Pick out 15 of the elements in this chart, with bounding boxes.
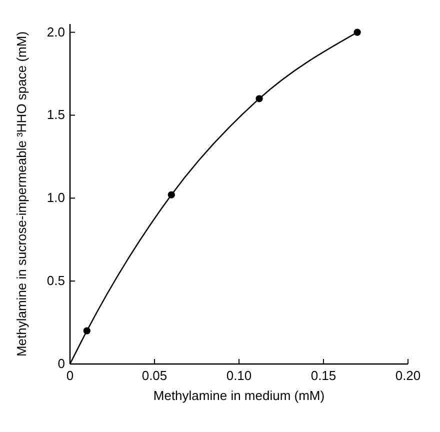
y-tick-label: 0.5 (46, 273, 65, 288)
point (168, 191, 175, 198)
point (256, 95, 263, 102)
x-tick-label: 0.05 (142, 368, 168, 383)
y-axis-title: Methylamine in sucrose-impermeable ³HHO space (mM) (14, 31, 29, 357)
x-tick-label: 0.10 (226, 368, 252, 383)
point (354, 28, 361, 36)
y-tick-label: 1.5 (46, 107, 65, 122)
x-axis-title: Methylamine in medium (mM) (153, 388, 325, 403)
x-tick-label: 0.15 (310, 368, 336, 383)
y-tick-label: 1.0 (46, 190, 65, 206)
x-tick-label: 0.20 (395, 368, 421, 383)
point (83, 327, 90, 334)
y-tick-label: 0 (58, 356, 65, 371)
y-tick-label: 2.0 (46, 24, 65, 40)
